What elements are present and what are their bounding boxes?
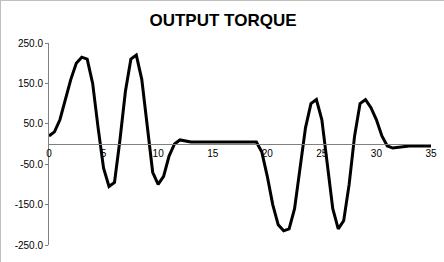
svg-text:-250.0: -250.0: [15, 240, 44, 251]
svg-text:25: 25: [316, 148, 328, 159]
svg-text:5: 5: [101, 148, 107, 159]
svg-text:35: 35: [425, 148, 437, 159]
svg-text:0: 0: [46, 148, 52, 159]
svg-text:10: 10: [153, 148, 165, 159]
svg-text:OUTPUT TORQUE: OUTPUT TORQUE: [149, 11, 296, 30]
svg-text:20: 20: [262, 148, 274, 159]
svg-text:-50.0: -50.0: [20, 159, 43, 170]
svg-text:30: 30: [371, 148, 383, 159]
svg-text:50.0: 50.0: [24, 118, 44, 129]
svg-text:-150.0: -150.0: [15, 199, 44, 210]
svg-text:150.0: 150.0: [18, 78, 43, 89]
svg-text:250.0: 250.0: [18, 38, 43, 49]
svg-text:15: 15: [207, 148, 219, 159]
